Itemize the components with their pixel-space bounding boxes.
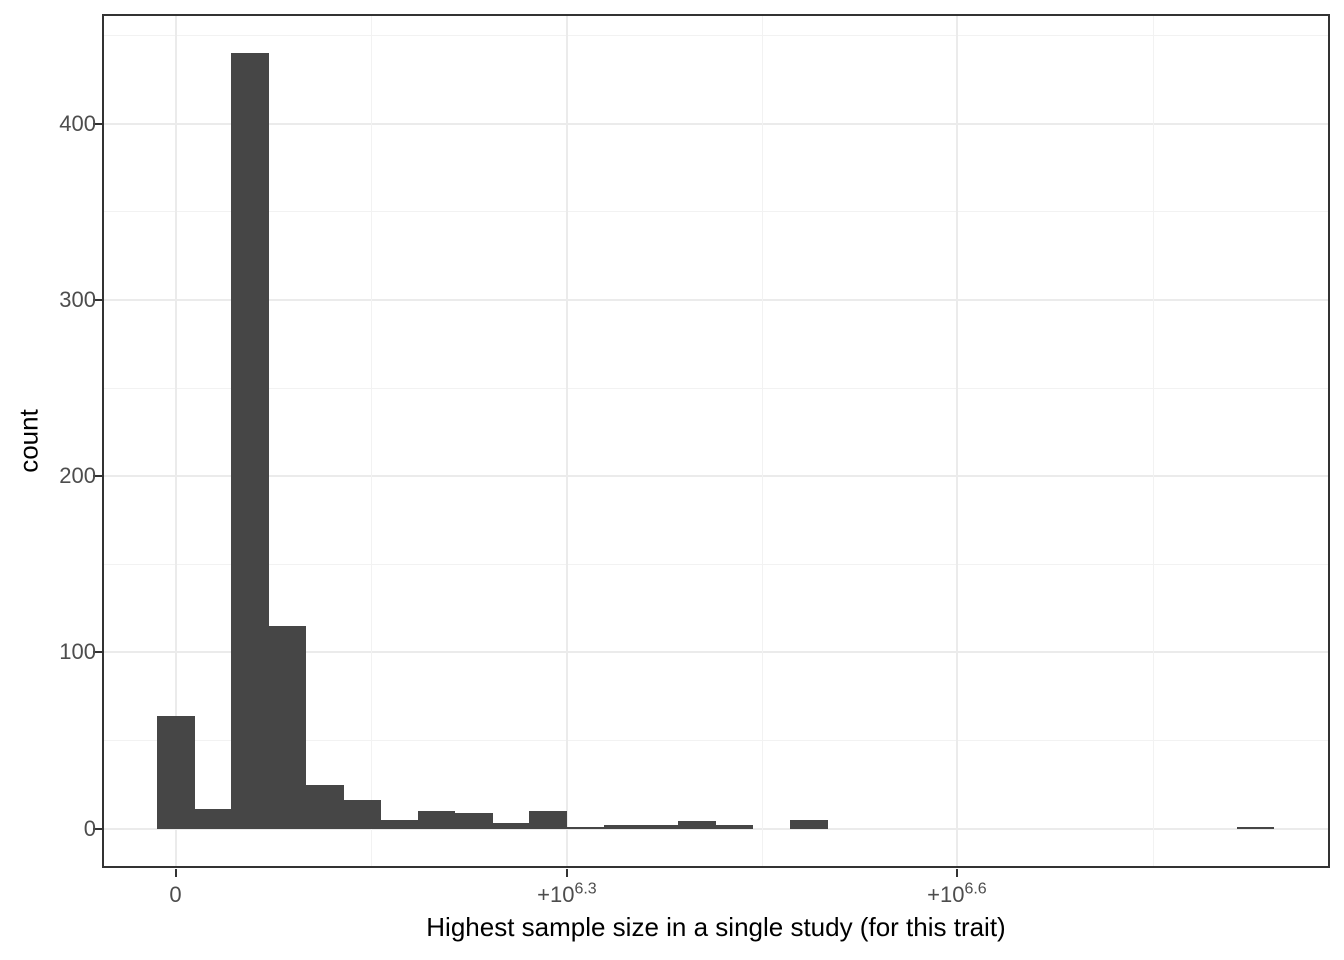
gridline-horizontal-major (102, 122, 1330, 125)
y-tick-mark (93, 299, 102, 302)
histogram-bar (641, 825, 679, 829)
gridline-horizontal-minor (102, 211, 1330, 213)
y-tick-mark (93, 122, 102, 125)
histogram-bar (789, 819, 828, 829)
y-tick-label: 0 (83, 815, 96, 841)
histogram-bar (603, 825, 642, 829)
histogram-bar (417, 810, 456, 829)
x-tick-mark (174, 869, 177, 877)
y-tick-label: 200 (59, 463, 96, 489)
histogram-bar (678, 821, 716, 829)
histogram-bar (454, 812, 493, 829)
histogram-bar (566, 826, 605, 829)
histogram-bar (492, 823, 530, 829)
gridline-horizontal-minor (102, 739, 1330, 741)
histogram-bar (305, 784, 344, 829)
histogram-bar (343, 800, 381, 829)
gridline-horizontal-major (102, 475, 1330, 478)
y-tick-mark (93, 827, 102, 830)
gridline-horizontal-major (102, 299, 1330, 302)
histogram-bar (529, 810, 568, 829)
histogram-bar (268, 625, 307, 829)
y-tick-mark (93, 475, 102, 478)
gridline-horizontal-major (102, 651, 1330, 654)
gridline-vertical-minor (1152, 14, 1154, 868)
y-axis-title: count (13, 409, 44, 473)
x-tick-mark (565, 869, 568, 877)
y-tick-label: 100 (59, 639, 96, 665)
x-tick-label: +106.3 (537, 880, 597, 907)
gridline-horizontal-major (102, 827, 1330, 830)
gridline-horizontal-minor (102, 563, 1330, 565)
gridline-vertical-major (955, 14, 958, 868)
y-tick-label: 300 (59, 287, 96, 313)
x-tick-mark (955, 869, 958, 877)
y-tick-label: 400 (59, 110, 96, 136)
x-tick-label: 0 (169, 882, 182, 907)
gridline-vertical-minor (370, 14, 372, 868)
gridline-horizontal-minor (102, 387, 1330, 389)
histogram-bar (1236, 826, 1275, 829)
histogram-bar (157, 715, 195, 829)
histogram-bar (231, 53, 270, 829)
y-tick-mark (93, 651, 102, 654)
histogram-bar (715, 825, 754, 829)
histogram-bar (380, 819, 419, 829)
gridline-vertical-minor (761, 14, 763, 868)
x-tick-label: +106.6 (927, 880, 987, 907)
gridline-vertical-major (565, 14, 568, 868)
x-axis-title: Highest sample size in a single study (f… (426, 912, 1006, 942)
histogram-bar (194, 809, 232, 829)
gridline-horizontal-minor (102, 35, 1330, 37)
gridline-vertical-major (174, 14, 177, 868)
